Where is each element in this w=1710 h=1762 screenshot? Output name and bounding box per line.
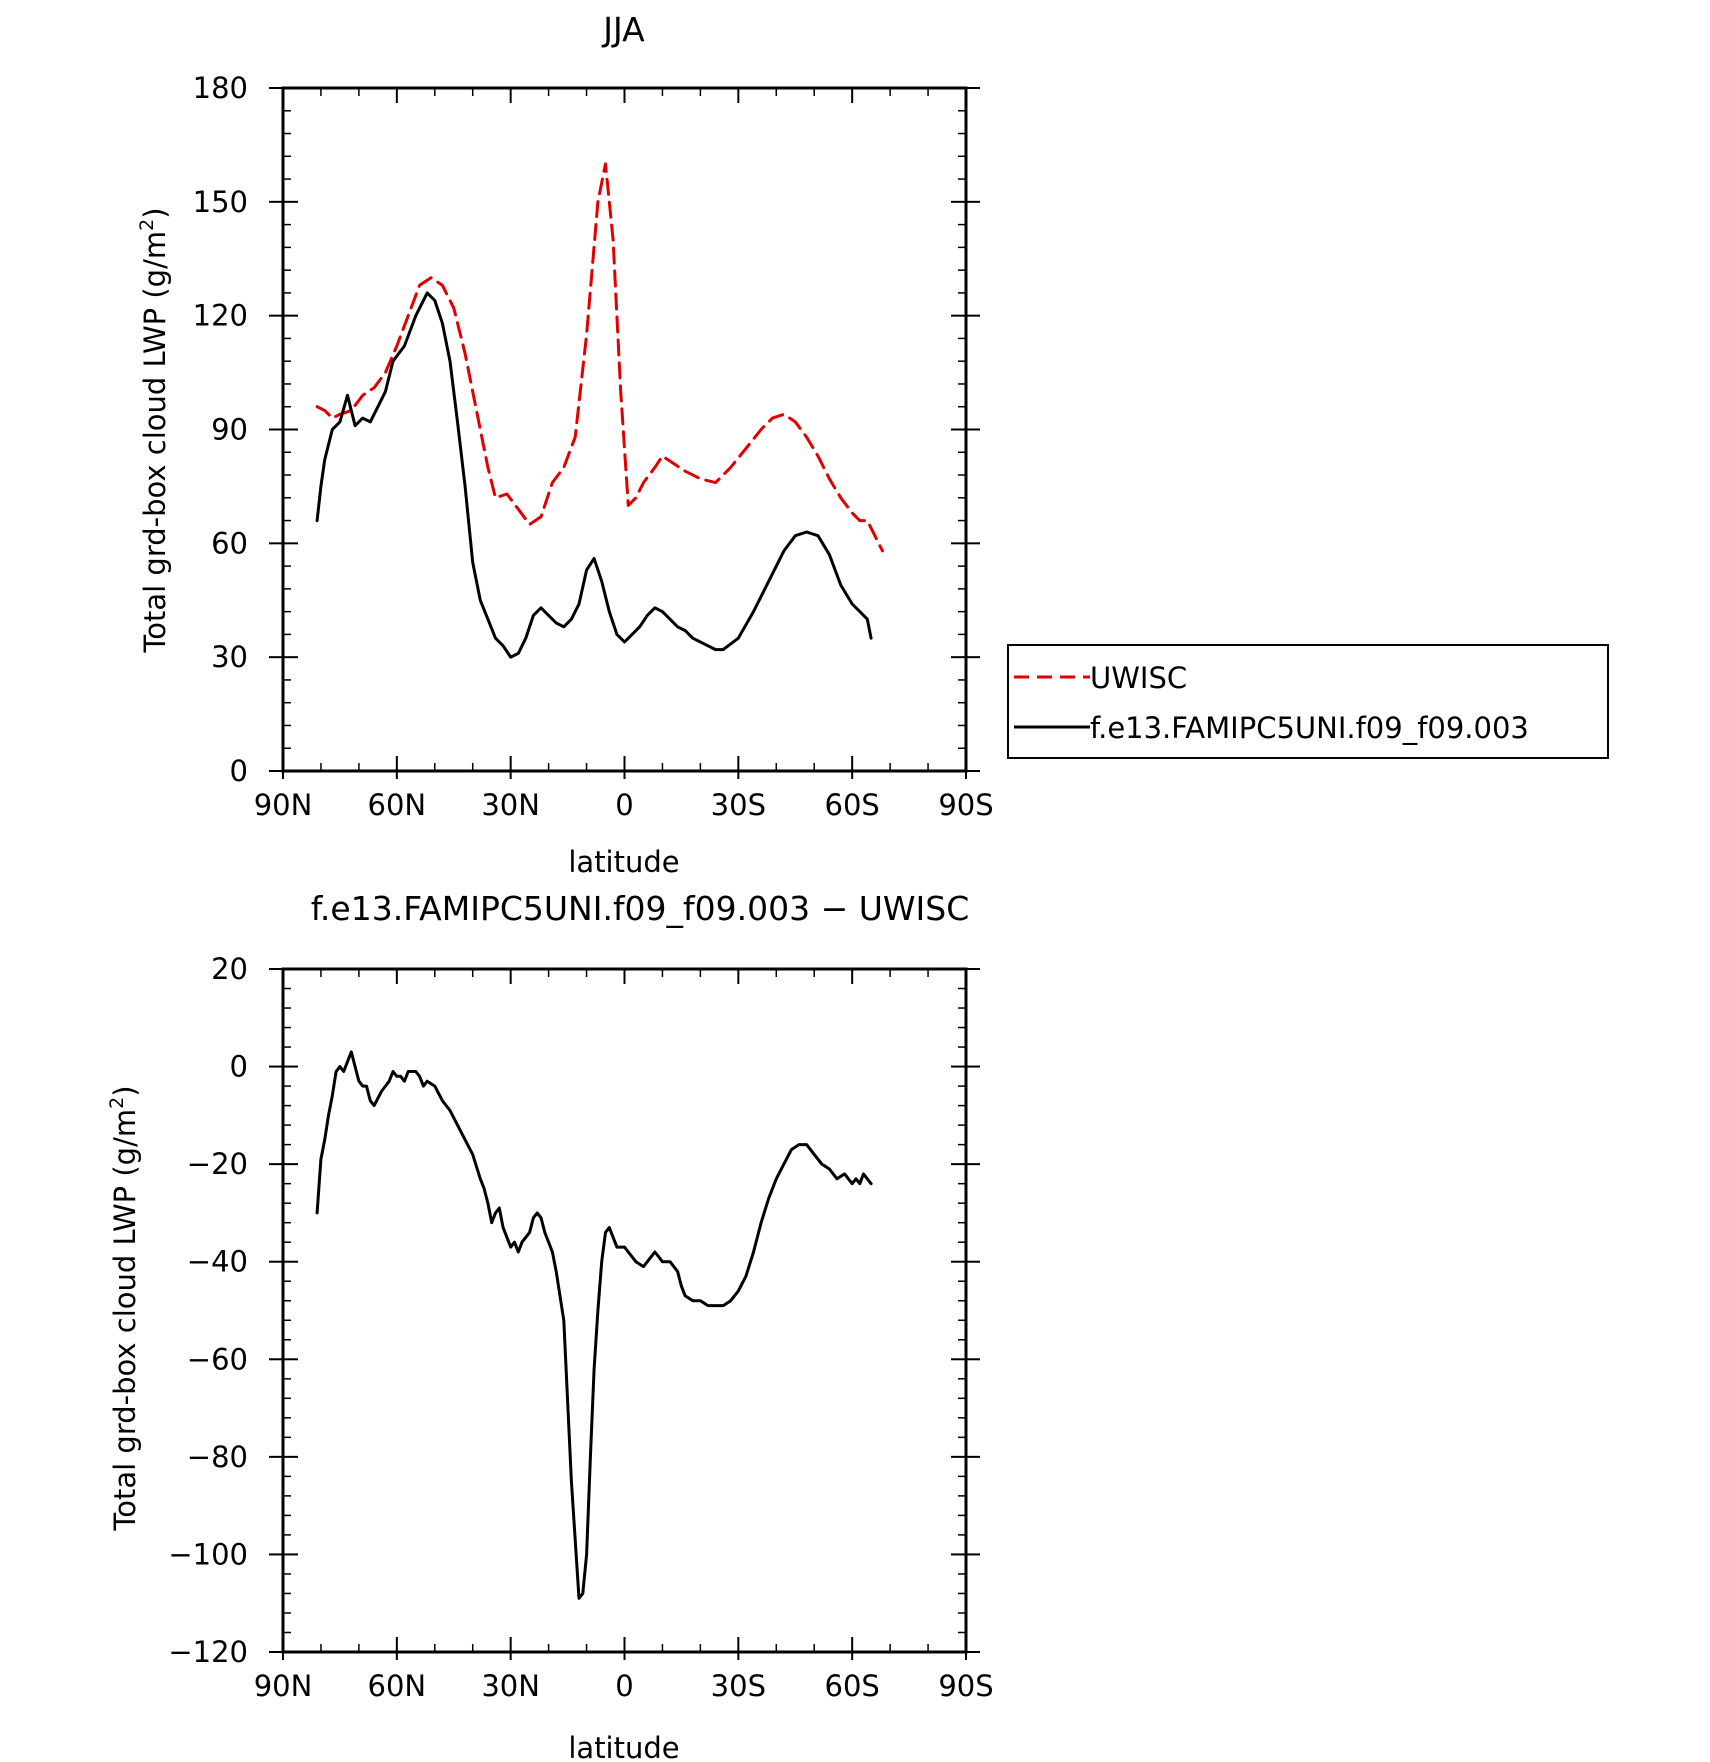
legend: UWISC f.e13.FAMIPC5UNI.f09_f09.003	[1007, 644, 1609, 759]
x-tick-label: 0	[615, 788, 633, 822]
top-chart-title: JJA	[601, 10, 645, 49]
x-tick-label: 60N	[368, 788, 427, 822]
bottom-x-axis-title: latitude	[568, 1731, 679, 1762]
top-x-axis-title: latitude	[568, 845, 679, 879]
x-tick-label: 60N	[368, 1669, 427, 1703]
top-plot-content	[315, 162, 884, 659]
legend-label-uwisc: UWISC	[1090, 661, 1187, 695]
y-tick-label: 0	[230, 754, 248, 788]
x-tick-label: 90S	[938, 788, 993, 822]
x-tick-label: 30N	[481, 788, 540, 822]
y-tick-label: −60	[187, 1342, 248, 1376]
bottom-panel: f.e13.FAMIPC5UNI.f09_f09.003 − UWISC 90N…	[106, 889, 994, 1762]
x-tick-label: 30S	[711, 788, 766, 822]
bottom-y-tick-labels: −120 −100 −80 −60 −40 −20 0 20	[168, 952, 248, 1669]
bottom-chart-title: f.e13.FAMIPC5UNI.f09_f09.003 − UWISC	[311, 889, 970, 928]
bottom-y-axis-title-sup: 2	[106, 1097, 128, 1109]
bottom-plot-content	[315, 1050, 873, 1600]
x-tick-label: 30N	[481, 1669, 540, 1703]
bottom-y-axis-title-main: Total grd-box cloud LWP (g/m	[108, 1109, 142, 1532]
series-line-difference	[315, 1050, 873, 1600]
top-y-axis-title-sup: 2	[136, 219, 158, 231]
top-panel: JJA 90N 60N 30N 0 30S 60S 90S 0 30 60 90 120 150 180…	[136, 10, 994, 879]
y-tick-label: −40	[187, 1245, 248, 1279]
y-tick-label: 90	[211, 413, 248, 447]
top-y-axis-title: Total grd-box cloud LWP (g/m2)	[136, 207, 172, 653]
top-x-tick-labels: 90N 60N 30N 0 30S 60S 90S	[254, 788, 994, 822]
x-tick-label: 90N	[254, 1669, 313, 1703]
y-tick-label: −100	[168, 1537, 248, 1571]
bottom-axis-ticks	[269, 968, 980, 1660]
legend-box	[1007, 644, 1609, 759]
x-tick-label: 60S	[825, 788, 880, 822]
y-tick-label: 180	[193, 71, 248, 105]
series-line-uwisc	[315, 162, 884, 553]
y-tick-label: −80	[187, 1440, 248, 1474]
x-tick-label: 90N	[254, 788, 313, 822]
top-plot-frame	[281, 86, 968, 773]
y-tick-label: 0	[230, 1050, 248, 1084]
bottom-y-axis-title: Total grd-box cloud LWP (g/m2)	[106, 1085, 142, 1531]
y-tick-label: −20	[187, 1147, 248, 1181]
top-y-axis-title-close: )	[138, 207, 172, 218]
y-tick-label: 30	[211, 640, 248, 674]
top-axis-ticks	[269, 87, 980, 779]
y-tick-label: 120	[193, 299, 248, 333]
bottom-y-axis-title-close: )	[108, 1085, 142, 1096]
x-tick-label: 0	[615, 1669, 633, 1703]
bottom-plot-frame	[281, 967, 968, 1654]
series-line-model	[315, 291, 873, 659]
y-tick-label: 60	[211, 526, 248, 560]
top-y-tick-labels: 0 30 60 90 120 150 180	[193, 71, 248, 788]
y-tick-label: −120	[168, 1635, 248, 1669]
x-tick-label: 60S	[825, 1669, 880, 1703]
x-tick-label: 90S	[938, 1669, 993, 1703]
y-tick-label: 150	[193, 185, 248, 219]
top-y-axis-title-main: Total grd-box cloud LWP (g/m	[138, 231, 172, 654]
y-tick-label: 20	[211, 952, 248, 986]
x-tick-label: 30S	[711, 1669, 766, 1703]
bottom-x-tick-labels: 90N 60N 30N 0 30S 60S 90S	[254, 1669, 994, 1703]
legend-label-model: f.e13.FAMIPC5UNI.f09_f09.003	[1090, 711, 1529, 745]
